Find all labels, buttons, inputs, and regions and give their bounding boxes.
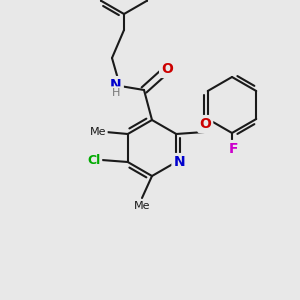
Text: O: O	[161, 62, 173, 76]
Text: O: O	[199, 117, 211, 131]
Text: N: N	[173, 155, 185, 169]
Text: F: F	[229, 142, 239, 156]
Text: Me: Me	[89, 127, 106, 137]
Text: N: N	[110, 78, 122, 92]
Text: H: H	[112, 88, 120, 98]
Text: Me: Me	[134, 201, 150, 211]
Text: Cl: Cl	[87, 154, 101, 166]
